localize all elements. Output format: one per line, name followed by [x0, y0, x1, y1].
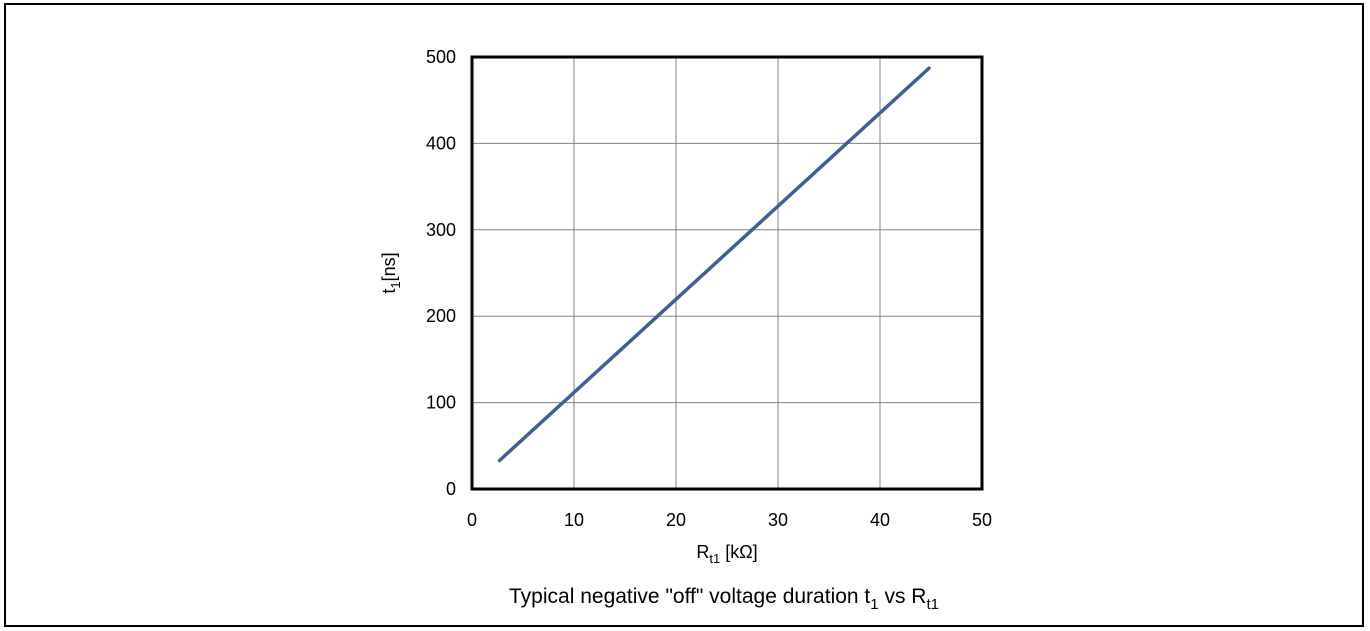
caption-mid: vs R: [879, 585, 927, 608]
x-tick-labels: 0 10 20 30 40 50: [467, 510, 992, 530]
caption-sub1: 1: [870, 596, 878, 613]
x-axis-title-sub: t1: [709, 551, 720, 566]
x-axis-title: Rt1 [kΩ]: [696, 542, 757, 566]
series-line: [497, 66, 931, 463]
grid-lines: [472, 57, 982, 489]
y-axis-title-rest: [ns]: [379, 252, 399, 281]
x-tick-label: 40: [870, 510, 890, 530]
x-tick-label: 30: [768, 510, 788, 530]
caption-sub2: t1: [926, 596, 939, 613]
figure-frame: 0 100 200 300 400 500 0 10 20 30 40 50 t1[ns] Rt1 …: [4, 3, 1364, 627]
y-axis-title: t1[ns]: [379, 252, 403, 293]
plot-area-border: [470, 55, 984, 491]
x-axis-title-rest: [kΩ]: [720, 542, 757, 562]
y-axis-title-sub: 1: [388, 281, 403, 288]
x-tick-label: 0: [467, 510, 477, 530]
x-tick-label: 50: [972, 510, 992, 530]
caption-main: Typical negative "off" voltage duration …: [509, 585, 870, 608]
x-tick-label: 20: [666, 510, 686, 530]
y-axis-title-main: t: [379, 289, 399, 294]
x-tick-label: 10: [564, 510, 584, 530]
y-tick-labels: 0 100 200 300 400 500: [426, 47, 456, 499]
x-axis-title-main: R: [696, 542, 709, 562]
y-tick-label: 100: [426, 393, 456, 413]
y-tick-label: 0: [446, 479, 456, 499]
series-lines: [497, 66, 931, 463]
y-tick-label: 400: [426, 133, 456, 153]
y-tick-label: 200: [426, 306, 456, 326]
y-tick-label: 300: [426, 220, 456, 240]
figure-caption: Typical negative "off" voltage duration …: [509, 585, 939, 613]
y-tick-label: 500: [426, 47, 456, 67]
